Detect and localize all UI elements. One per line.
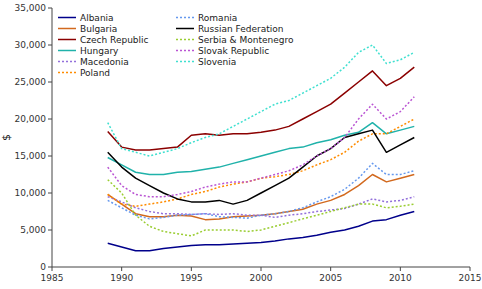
legend-swatch (176, 50, 194, 52)
x-tick-label: 1995 (180, 273, 203, 283)
legend-swatch (58, 17, 76, 19)
plot-area (108, 45, 415, 251)
legend-label: Russian Federation (198, 24, 283, 34)
legend-swatch (176, 28, 194, 30)
y-axis-line (52, 8, 53, 267)
x-tick (191, 267, 192, 271)
legend-label: Poland (80, 68, 110, 78)
legend-label: Albania (80, 13, 114, 23)
y-tick (48, 45, 52, 46)
x-tick-label: 1985 (41, 273, 64, 283)
y-tick-label: 35,000 (15, 3, 47, 13)
x-tick-label: 2015 (459, 273, 482, 283)
y-tick (48, 119, 52, 120)
x-tick (261, 267, 262, 271)
legend-label: Bulgaria (80, 24, 117, 34)
x-tick (470, 267, 471, 271)
x-tick-label: 2005 (319, 273, 342, 283)
x-tick (121, 267, 122, 271)
series-line (108, 45, 415, 156)
legend-label: Romania (198, 13, 237, 23)
y-tick-label: 5,000 (20, 225, 46, 235)
y-tick-label: 30,000 (15, 40, 47, 50)
legend-swatch (58, 61, 76, 63)
legend-label: Czech Republic (80, 35, 149, 45)
legend: AlbaniaBulgariaCzech RepublicHungaryMace… (58, 13, 294, 78)
series-line (108, 197, 415, 218)
y-tick (48, 267, 52, 268)
x-tick (52, 267, 53, 271)
y-axis-label: $ (0, 134, 13, 141)
series-line (108, 67, 415, 150)
y-tick (48, 193, 52, 194)
chart: 0 5,000 10,000 15,000 20,000 25,000 30,000 35,0… (0, 0, 482, 289)
legend-swatch (58, 50, 76, 52)
y-tick (48, 8, 52, 9)
y-tick-label: 20,000 (15, 114, 47, 124)
legend-swatch (58, 39, 76, 41)
series-line (108, 119, 415, 206)
x-tick (330, 267, 331, 271)
legend-swatch (58, 72, 76, 74)
legend-swatch (176, 61, 194, 63)
series-line (108, 97, 415, 197)
legend-label: Hungary (80, 46, 119, 56)
y-tick-label: 25,000 (15, 77, 47, 87)
x-tick-label: 1990 (110, 273, 133, 283)
y-tick-label: 0 (40, 262, 46, 272)
legend-swatch (58, 28, 76, 30)
x-tick (400, 267, 401, 271)
legend-label: Slovak Republic (198, 46, 269, 56)
y-tick-label: 15,000 (15, 151, 47, 161)
series-line (108, 163, 415, 219)
legend-label: Slovenia (198, 57, 236, 67)
legend-label: Serbia & Montenegro (198, 35, 294, 45)
legend-swatch (176, 17, 194, 19)
series-line (108, 130, 415, 204)
legend-label: Macedonia (80, 57, 129, 67)
y-tick (48, 230, 52, 231)
y-tick-label: 10,000 (15, 188, 47, 198)
legend-swatch (176, 39, 194, 41)
x-tick-label: 2000 (250, 273, 273, 283)
y-tick (48, 82, 52, 83)
series-line (108, 180, 415, 236)
x-tick-label: 2010 (389, 273, 412, 283)
y-tick (48, 156, 52, 157)
